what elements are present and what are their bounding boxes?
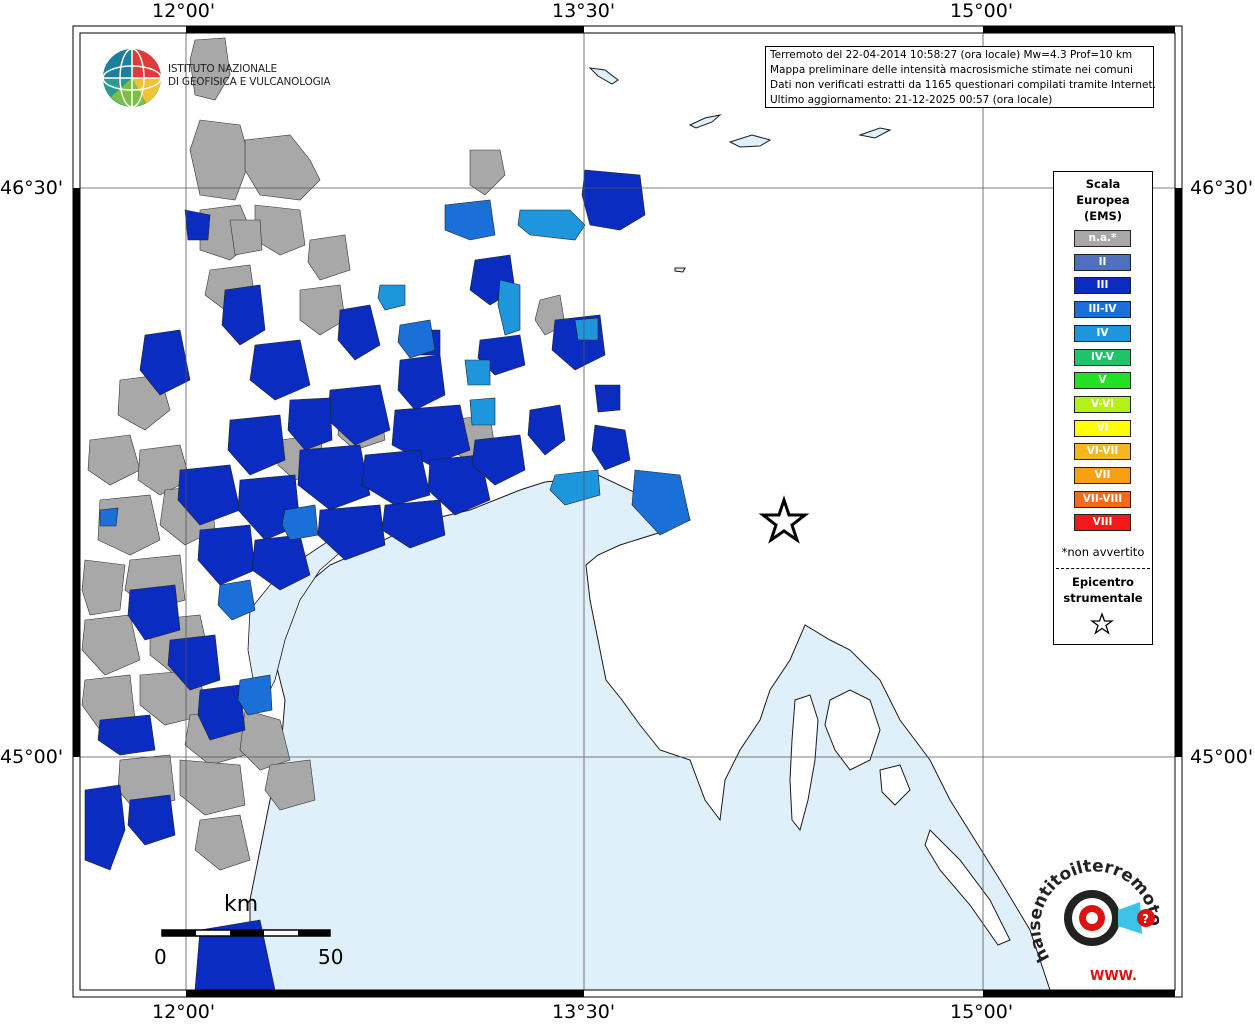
bottom-axis-label-13-30: 13°30'	[552, 1001, 616, 1023]
lake-5	[674, 267, 686, 273]
intensity-legend: Scala Europea (EMS) n.a.* II III III-IV IV IV…	[1053, 171, 1153, 645]
right-axis-label-45: 45°00'	[1190, 746, 1254, 768]
scale-bar	[161, 929, 331, 937]
legend-star-icon	[1090, 612, 1114, 635]
bottom-axis-label-12: 12°00'	[152, 1001, 216, 1023]
left-axis-label-46-30: 46°30'	[0, 177, 64, 199]
legend-item-vi-vii: VI-VII	[1074, 443, 1131, 461]
legend-item-iv: IV	[1074, 324, 1131, 342]
right-axis-label-46-30: 46°30'	[1190, 177, 1254, 199]
event-info-box: Terremoto del 22-04-2014 10:58:27 (ora l…	[765, 46, 1156, 108]
lake-3	[728, 134, 772, 148]
event-info-line4: Ultimo aggiornamento: 21-12-2025 00:57 (…	[770, 94, 1053, 106]
island-pag	[924, 829, 1011, 946]
haisentito-www: WWW.	[1090, 969, 1137, 984]
ingv-logo-line2: DI GEOFISICA E VULCANOLOGIA	[168, 76, 331, 88]
legend-title: Scala Europea (EMS)	[1054, 176, 1152, 224]
legend-item-n-a: n.a.*	[1074, 230, 1131, 247]
legend-epicenter-line1: Epicentro	[1072, 575, 1134, 589]
legend-epicenter-line2: strumentale	[1063, 591, 1143, 605]
event-info-line1: Terremoto del 22-04-2014 10:58:27 (ora l…	[770, 49, 1133, 61]
top-axis-label-12: 12°00'	[152, 0, 216, 22]
legend-item-vii: VII	[1074, 467, 1131, 484]
map-area	[80, 33, 1175, 990]
legend-item-vii-viii: VII-VIII	[1074, 490, 1131, 508]
legend-item-v: V	[1074, 372, 1131, 390]
legend-item-iv-v: IV-V	[1074, 348, 1131, 366]
legend-note: *non avvertito	[1061, 545, 1145, 559]
top-axis-label-15: 15°00'	[950, 0, 1014, 22]
island-krk	[824, 689, 881, 771]
ingv-globe-icon	[102, 48, 162, 108]
scale-end: 50	[318, 945, 344, 969]
municipalities-iii	[84, 169, 646, 990]
lake-1	[588, 67, 619, 85]
haisentito-logo: haisentitoilterremoto.it ? WWW.	[1030, 858, 1160, 984]
event-info-line3: Dati non verificati estratti da 1165 que…	[770, 79, 1156, 91]
municipalities-iii-iv	[99, 199, 691, 716]
legend-item-v-vi: V-VI	[1074, 395, 1131, 413]
legend-title-line1: Scala	[1085, 177, 1121, 191]
legend-epicenter-label: Epicentro strumentale	[1054, 574, 1152, 606]
ingv-logo	[101, 47, 321, 109]
epicenter-star	[758, 495, 810, 544]
ingv-logo-text: ISTITUTO NAZIONALE DI GEOFISICA E VULCAN…	[168, 63, 331, 89]
graticule	[80, 33, 1175, 990]
scale-start: 0	[154, 945, 167, 969]
legend-item-viii: VIII	[1074, 514, 1131, 532]
legend-title-line3: (EMS)	[1083, 209, 1123, 223]
svg-text:?: ?	[1142, 912, 1149, 926]
legend-item-iii-iv: III-IV	[1074, 301, 1131, 319]
lake-4	[858, 127, 892, 139]
event-info-line2: Mappa preliminare delle intensità macros…	[770, 64, 1133, 76]
legend-title-line2: Europea	[1076, 193, 1130, 207]
legend-item-iii: III	[1074, 277, 1131, 295]
ingv-logo-line1: ISTITUTO NAZIONALE	[168, 63, 277, 75]
left-axis-label-45: 45°00'	[0, 746, 64, 768]
island-rab	[879, 764, 911, 806]
legend-item-ii: II	[1074, 253, 1131, 271]
lake-2	[688, 114, 722, 129]
scale-unit: km	[224, 892, 259, 917]
legend-separator	[1056, 568, 1150, 569]
legend-item-vi: VI	[1074, 419, 1131, 437]
municipalities-iv	[377, 209, 601, 506]
island-cres	[789, 694, 819, 832]
bottom-axis-label-15: 15°00'	[950, 1001, 1014, 1023]
top-axis-label-13-30: 13°30'	[552, 0, 616, 22]
map-frame	[72, 25, 1183, 998]
